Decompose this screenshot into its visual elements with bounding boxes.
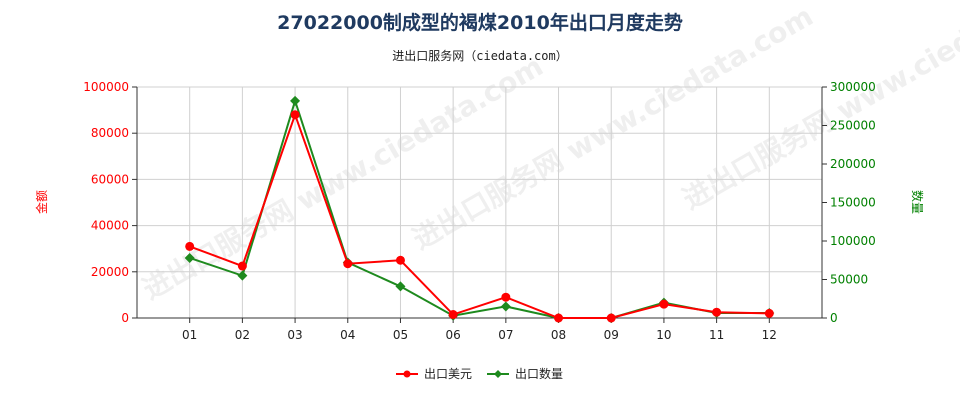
x-axis-tick-label: 09 — [604, 328, 619, 342]
legend: 出口美元 出口数量 — [396, 366, 563, 381]
data-point-amount — [712, 307, 722, 317]
data-point-amount — [764, 308, 774, 318]
series-amount — [185, 110, 774, 323]
right-axis-tick-label: 150000 — [830, 196, 876, 210]
left-axis-tick-label: 40000 — [91, 219, 129, 233]
watermark-text: 进出口服务网 www.ciedata.com — [407, 0, 819, 256]
right-axis: 0 50000 100000 150000 200000 250000 300000 — [822, 80, 876, 325]
x-axis: 01 02 03 04 05 06 07 08 09 10 11 12 — [182, 318, 777, 342]
data-point-amount — [343, 259, 353, 269]
x-axis-tick-label: 11 — [709, 328, 724, 342]
right-axis-tick-label: 250000 — [830, 119, 876, 133]
data-point-quantity — [184, 252, 195, 263]
right-axis-tick-label: 300000 — [830, 80, 876, 94]
x-axis-tick-label: 04 — [340, 328, 355, 342]
data-point-amount — [606, 313, 616, 323]
data-point-amount — [659, 299, 669, 309]
x-axis-tick-label: 01 — [182, 328, 197, 342]
left-axis-tick-label: 100000 — [83, 80, 129, 94]
data-point-amount — [237, 261, 247, 271]
data-point-quantity — [237, 270, 248, 281]
data-point-quantity — [290, 95, 301, 106]
x-axis-tick-label: 05 — [393, 328, 408, 342]
data-point-amount — [501, 292, 511, 302]
right-axis-tick-label: 100000 — [830, 234, 876, 248]
legend-marker-quantity — [494, 370, 502, 378]
x-axis-tick-label: 12 — [762, 328, 777, 342]
left-axis-tick-label: 0 — [121, 311, 129, 325]
series-line-amount — [189, 111, 770, 319]
data-point-amount — [395, 255, 405, 265]
data-point-quantity — [395, 281, 406, 292]
left-axis-tick-label: 80000 — [91, 126, 129, 140]
legend-label-amount: 出口美元 — [424, 367, 472, 381]
legend-label-quantity: 出口数量 — [515, 366, 563, 381]
data-point-amount — [185, 241, 195, 251]
series-line-quantity — [189, 97, 770, 319]
left-axis-tick-label: 20000 — [91, 265, 129, 279]
x-axis-tick-label: 07 — [498, 328, 513, 342]
watermark-text: 进出口服务网 www.ciedata.com — [137, 49, 549, 306]
right-axis-title: 数量 — [910, 190, 925, 214]
legend-marker-amount — [403, 370, 411, 378]
data-point-amount — [448, 310, 458, 320]
left-axis: 0 20000 40000 60000 80000 100000 — [83, 80, 137, 325]
left-axis-title: 金额 — [34, 190, 49, 214]
chart-title: 27022000制成型的褐煤2010年出口月度走势 — [277, 12, 683, 34]
x-axis-tick-label: 02 — [235, 328, 250, 342]
x-axis-tick-label: 10 — [656, 328, 671, 342]
right-axis-tick-label: 0 — [830, 311, 838, 325]
data-point-quantity — [500, 301, 511, 312]
left-axis-tick-label: 60000 — [91, 172, 129, 186]
x-axis-tick-label: 03 — [287, 328, 302, 342]
x-axis-tick-label: 08 — [551, 328, 566, 342]
chart-subtitle: 进出口服务网（ciedata.com） — [392, 49, 568, 63]
watermark-text: 进出口服务网 www.ciedata.com — [677, 0, 960, 216]
data-point-amount — [290, 110, 300, 120]
x-axis-tick-label: 06 — [446, 328, 461, 342]
right-axis-tick-label: 200000 — [830, 157, 876, 171]
data-point-amount — [554, 313, 564, 323]
right-axis-tick-label: 50000 — [830, 273, 868, 287]
